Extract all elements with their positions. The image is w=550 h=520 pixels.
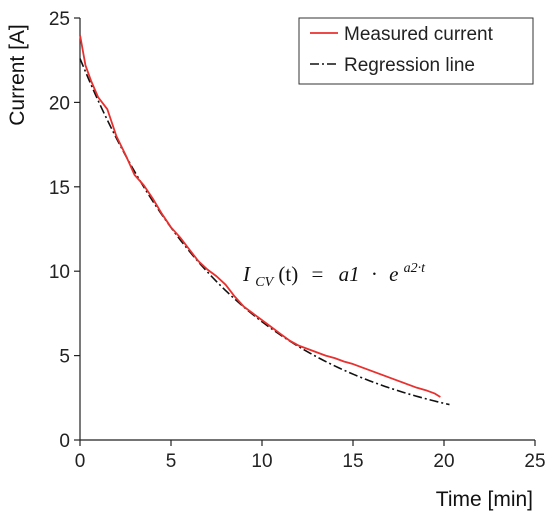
y-tick-label: 5 (59, 347, 70, 368)
formula-coef: a1 (339, 262, 360, 286)
series-measured-current (79, 34, 441, 398)
formula-base: e (389, 262, 398, 286)
formula-func: I (242, 262, 251, 286)
formula-annotation: I CV (t) = a1 · e a2·t (242, 261, 426, 291)
x-tick-label: 20 (433, 451, 454, 472)
x-tick-label: 25 (524, 451, 545, 472)
x-axis-title: Time [min] (436, 488, 533, 511)
formula-func-sub: CV (255, 275, 274, 290)
formula-arg: (t) (278, 262, 298, 286)
legend-label-regression: Regression line (344, 55, 475, 76)
y-tick-label: 10 (49, 262, 70, 283)
formula-exponent: a2·t (404, 261, 427, 276)
series-regression-line (79, 58, 450, 406)
legend: Measured current Regression line (298, 17, 534, 85)
y-tick-label: 15 (49, 178, 70, 199)
legend-box (298, 17, 534, 85)
x-tick-label: 5 (166, 451, 177, 472)
legend-label-measured: Measured current (344, 24, 494, 45)
plot-area (79, 34, 450, 406)
formula-eq: = (311, 262, 323, 286)
x-tick-label: 0 (75, 451, 86, 472)
y-tick-label: 20 (49, 93, 70, 114)
formula-dot: · (371, 262, 378, 286)
y-ticks: 0 5 10 15 20 25 (49, 9, 80, 452)
y-tick-label: 25 (49, 9, 70, 30)
y-axis-title: Current [A] (6, 24, 29, 126)
x-tick-label: 15 (342, 451, 363, 472)
x-ticks: 0 5 10 15 20 25 (75, 440, 546, 472)
y-tick-label: 0 (59, 431, 70, 452)
x-tick-label: 10 (251, 451, 272, 472)
